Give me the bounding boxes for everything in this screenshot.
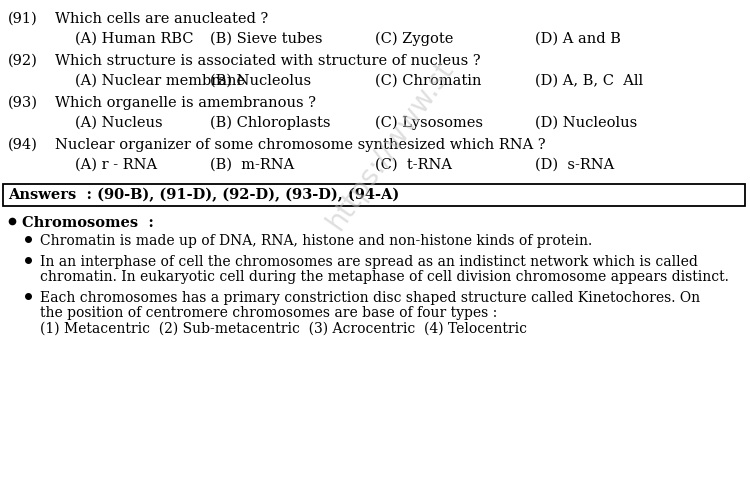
Text: (A) Nuclear membrane: (A) Nuclear membrane <box>75 74 245 88</box>
Text: (D) A and B: (D) A and B <box>535 32 621 46</box>
Text: (91): (91) <box>8 12 38 26</box>
Text: (C)  t-RNA: (C) t-RNA <box>375 158 452 172</box>
Text: (92): (92) <box>8 54 38 68</box>
Text: the position of centromere chromosomes are base of four types :: the position of centromere chromosomes a… <box>40 306 497 320</box>
Text: (C) Zygote: (C) Zygote <box>375 32 453 46</box>
Text: (D) A, B, C  All: (D) A, B, C All <box>535 74 643 88</box>
Text: Nuclear organizer of some chromosome synthesized which RNA ?: Nuclear organizer of some chromosome syn… <box>55 138 545 152</box>
Text: (B) Chloroplasts: (B) Chloroplasts <box>210 116 331 130</box>
Text: (A) Human RBC: (A) Human RBC <box>75 32 194 46</box>
Text: Answers  : (90-B), (91-D), (92-D), (93-D), (94-A): Answers : (90-B), (91-D), (92-D), (93-D)… <box>8 188 399 202</box>
Text: In an interphase of cell the chromosomes are spread as an indistinct network whi: In an interphase of cell the chromosomes… <box>40 254 698 268</box>
FancyBboxPatch shape <box>3 184 745 206</box>
Text: Which structure is associated with structure of nucleus ?: Which structure is associated with struc… <box>55 54 481 68</box>
Text: Chromosomes  :: Chromosomes : <box>22 216 154 230</box>
Text: (B)  m-RNA: (B) m-RNA <box>210 158 294 172</box>
Text: Which cells are anucleated ?: Which cells are anucleated ? <box>55 12 268 26</box>
Text: Chromatin is made up of DNA, RNA, histone and non-histone kinds of protein.: Chromatin is made up of DNA, RNA, histon… <box>40 234 592 248</box>
Text: (D) Nucleolus: (D) Nucleolus <box>535 116 638 130</box>
Text: Each chromosomes has a primary constriction disc shaped structure called Kinetoc: Each chromosomes has a primary constrict… <box>40 290 700 304</box>
Text: (1) Metacentric  (2) Sub-metacentric  (3) Acrocentric  (4) Telocentric: (1) Metacentric (2) Sub-metacentric (3) … <box>40 322 527 336</box>
Text: (A) r - RNA: (A) r - RNA <box>75 158 158 172</box>
Text: (A) Nucleus: (A) Nucleus <box>75 116 163 130</box>
Text: (94): (94) <box>8 138 38 152</box>
Text: (93): (93) <box>8 96 38 110</box>
Text: (B) Nucleolus: (B) Nucleolus <box>210 74 311 88</box>
Text: (D)  s-RNA: (D) s-RNA <box>535 158 614 172</box>
Text: (B) Sieve tubes: (B) Sieve tubes <box>210 32 322 46</box>
Text: (C) Lysosomes: (C) Lysosomes <box>375 116 483 130</box>
Text: Which organelle is amembranous ?: Which organelle is amembranous ? <box>55 96 316 110</box>
Text: chromatin. In eukaryotic cell during the metaphase of cell division chromosome a: chromatin. In eukaryotic cell during the… <box>40 270 729 284</box>
Text: https://www.st: https://www.st <box>321 55 459 235</box>
Text: (C) Chromatin: (C) Chromatin <box>375 74 482 88</box>
